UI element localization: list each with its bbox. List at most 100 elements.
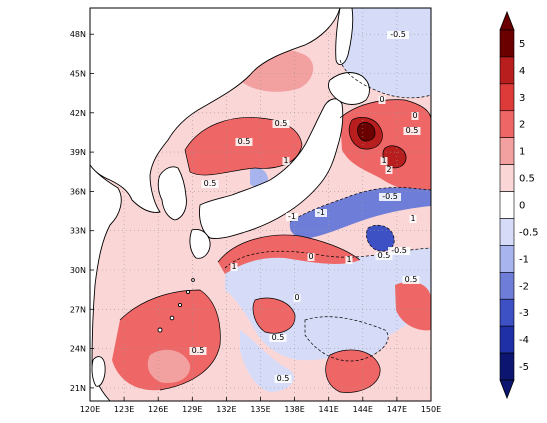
contour-label: 0.5 xyxy=(272,333,285,342)
colorbar-label: 0 xyxy=(519,201,525,212)
colorbar-label: 0.5 xyxy=(519,174,535,185)
colorbar-label: -5 xyxy=(519,362,529,373)
positive-anomaly-region xyxy=(382,145,407,168)
y-tick-label: 39N xyxy=(70,148,86,157)
contour-label-bg xyxy=(286,213,298,221)
contour-label-bg xyxy=(378,96,386,104)
x-tick-label: 132E xyxy=(216,405,236,414)
x-tick-label: 144E xyxy=(353,405,373,414)
colorbar-label: -0.5 xyxy=(519,227,539,238)
contour-label-bg xyxy=(282,157,290,165)
colorbar-label: 5 xyxy=(519,39,525,50)
y-tick-label: 30N xyxy=(70,266,86,275)
positive-anomaly-region xyxy=(357,122,376,142)
positive-anomaly-region xyxy=(395,281,431,331)
contour-label: -0.5 xyxy=(390,30,406,39)
colorbar-segment xyxy=(499,272,515,300)
y-tick-label: 45N xyxy=(70,70,86,79)
colorbar-label: 3 xyxy=(519,93,525,104)
contour-label-bg xyxy=(385,166,393,174)
colorbar-label: 1 xyxy=(519,147,525,158)
contour-label-bg xyxy=(375,252,393,260)
contour-label-bg xyxy=(230,263,238,271)
x-tick-label: 129E xyxy=(182,405,202,414)
y-tick-label: 42N xyxy=(70,109,86,118)
positive-anomaly-region xyxy=(253,298,296,334)
colorbar-label: -2 xyxy=(519,281,529,292)
y-tick-label: 48N xyxy=(70,30,86,39)
colorbar-segment xyxy=(499,83,515,112)
land-layer xyxy=(90,8,370,401)
landmass-japan-kyushu xyxy=(189,229,211,259)
contour-label-bg xyxy=(293,294,301,302)
contour-label: 0 xyxy=(379,95,384,104)
positive-anomaly-region xyxy=(147,349,191,384)
contour-label-bg xyxy=(379,193,401,201)
contour-label-bg xyxy=(315,209,327,217)
positive-anomaly-region xyxy=(112,290,221,391)
contour-label: 0.5 xyxy=(204,179,217,188)
contour-label: 1 xyxy=(231,262,236,271)
colorbar-label: -1 xyxy=(519,254,529,265)
landmass-japan-honshu xyxy=(199,98,344,239)
landmass-asia xyxy=(90,8,341,213)
colorbar-segment xyxy=(499,191,515,219)
x-tick-label: 147E xyxy=(387,405,407,414)
y-tick-label: 36N xyxy=(70,187,86,196)
colorbar-label: -3 xyxy=(519,308,529,319)
x-tick-label: 120E xyxy=(80,405,100,414)
contour-label: 1 xyxy=(283,156,288,165)
contour-label: 2 xyxy=(386,165,391,174)
contour-label: 0 xyxy=(294,293,299,302)
colorbar-extend-min xyxy=(499,379,515,400)
contour-label: 0.5 xyxy=(192,346,205,355)
contour-label-bg xyxy=(403,127,421,135)
contour-label: 0.5 xyxy=(405,275,418,284)
contour-label-bg xyxy=(380,157,388,165)
colorbar-segment xyxy=(499,137,515,165)
contour-label-bg xyxy=(274,375,292,383)
colorbar-label: -4 xyxy=(519,335,529,346)
contour-label-bg xyxy=(189,347,207,355)
colorbar-label: 4 xyxy=(519,66,525,77)
landmass-taiwan xyxy=(91,356,106,387)
colorbar: 5 4 3 2 1 0.5 0 -0.5 -1 -2 -3 -4 -5 xyxy=(499,10,539,400)
positive-anomaly-region xyxy=(185,117,302,176)
contour-label: -1 xyxy=(288,212,296,221)
contour-label: 0.5 xyxy=(378,251,391,260)
contour-label-bg xyxy=(272,120,290,128)
contour-label-layer: -0.50.510-120.501-0.50.5100.50.510.50.50… xyxy=(189,30,421,383)
contour-label: 0.5 xyxy=(275,119,288,128)
contour-label: -0.5 xyxy=(391,246,407,255)
x-tick-label: 126E xyxy=(148,405,168,414)
contour-label-bg xyxy=(402,276,420,284)
contour-label: -0.5 xyxy=(382,192,398,201)
x-tick-label: 138E xyxy=(284,405,304,414)
x-tick-label: 135E xyxy=(250,405,270,414)
contour-label: 0.5 xyxy=(277,374,290,383)
x-tick-label: 141E xyxy=(319,405,339,414)
x-tick-label: 150E xyxy=(421,405,441,414)
colorbar-segment xyxy=(499,164,515,192)
negative-anomaly-region xyxy=(366,225,395,252)
contour-label: 0 xyxy=(308,252,313,261)
y-axis: 21N 24N 27N 30N 33N 36N 39N 42N 45N 48N xyxy=(70,30,94,393)
contour-label-bg xyxy=(409,215,417,223)
colorbar-segment xyxy=(499,218,515,246)
colorbar-segment xyxy=(499,245,515,273)
contour-label: 1 xyxy=(381,156,386,165)
negative-anomaly-region xyxy=(305,316,389,361)
positive-anomaly-region xyxy=(325,349,381,393)
colorbar-label: 2 xyxy=(519,120,525,131)
y-tick-label: 27N xyxy=(70,305,86,314)
contour-label: 1 xyxy=(346,255,351,264)
contour-label: 0.5 xyxy=(406,126,419,135)
landmass-korea xyxy=(157,166,187,221)
contour-label: 0 xyxy=(412,111,417,120)
contour-label-bg xyxy=(307,253,315,261)
colorbar-segment xyxy=(499,325,515,354)
contour-label-bg xyxy=(345,256,353,264)
y-tick-label: 24N xyxy=(70,345,86,354)
colorbar-segment xyxy=(499,56,515,85)
